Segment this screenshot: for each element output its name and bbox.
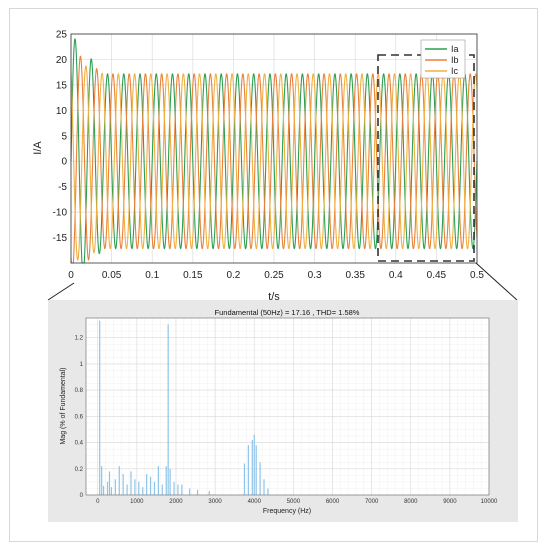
fft-y-tick-label: 1.2: [75, 336, 84, 342]
top-y-tick-label: 0: [61, 157, 67, 168]
top-x-tick-labels: 0 0.05 0.1 0.15 0.2 0.25 0.3 0.35 0.4 0.45 0.5: [68, 270, 484, 281]
fft-y-tick-label: 0.4: [75, 441, 84, 447]
fft-title: Fundamental (50Hz) = 17.16 , THD= 1.58%: [215, 308, 360, 317]
series-line-ia: [70, 38, 478, 264]
top-y-tick-label: 5: [61, 131, 67, 142]
zoom-window-box: [377, 54, 475, 262]
fft-x-tick-label: 8000: [404, 499, 418, 505]
fft-x-axis-label: Frequency (Hz): [263, 508, 311, 515]
top-x-tick-label: 0.35: [345, 270, 365, 281]
fft-y-axis-label: Mag (% of Fundamental): [60, 367, 67, 444]
fft-x-tick-label: 7000: [365, 499, 379, 505]
fft-y-tick-label: 0.2: [75, 467, 84, 473]
top-y-tick-label: 20: [56, 55, 68, 66]
series-line-ib: [70, 55, 478, 264]
fft-plot-area: [85, 317, 490, 496]
top-y-tick-label: 15: [56, 80, 68, 91]
top-y-axis-label: I/A: [32, 141, 44, 155]
figure-frame: [9, 8, 538, 542]
fft-grid: [86, 317, 490, 496]
fft-x-tick-label: 0: [96, 499, 100, 505]
top-x-tick-label: 0.5: [470, 270, 484, 281]
fft-y-tick-label: 0.6: [75, 414, 84, 420]
fft-x-tick-labels: 0 1000 2000 3000 4000 5000 6000 7000 8000 9000 100…: [96, 499, 498, 505]
top-x-tick-label: 0.05: [102, 270, 122, 281]
top-x-tick-label: 0.2: [226, 270, 240, 281]
fft-x-tick-label: 1000: [130, 499, 144, 505]
fft-x-tick-label: 6000: [326, 499, 340, 505]
fft-x-tick-label: 10000: [481, 499, 498, 505]
top-y-tick-label: -15: [53, 233, 68, 244]
fft-x-tick-label: 5000: [287, 499, 301, 505]
top-plot-area: [70, 33, 478, 264]
top-y-tick-label: -10: [53, 208, 68, 219]
legend-label-ia: Ia: [451, 44, 459, 54]
fft-y-tick-labels: 0 0.2 0.4 0.6 0.8 1 1.2: [75, 336, 84, 499]
top-x-tick-label: 0.4: [389, 270, 403, 281]
legend-label-ic: Ic: [451, 66, 459, 76]
top-y-tick-label: -5: [58, 182, 67, 193]
fft-y-tick-label: 1: [80, 362, 84, 368]
top-x-tick-label: 0: [68, 270, 74, 281]
legend-label-ib: Ib: [451, 55, 459, 65]
top-y-tick-label: 10: [56, 106, 68, 117]
top-x-tick-label: 0.25: [264, 270, 284, 281]
top-series-lines: [70, 38, 478, 264]
top-y-tick-label: 25: [56, 30, 68, 41]
fft-x-tick-label: 2000: [169, 499, 183, 505]
top-x-tick-label: 0.45: [427, 270, 447, 281]
fft-y-tick-label: 0.8: [75, 388, 84, 394]
fft-x-tick-label: 4000: [248, 499, 262, 505]
series-line-ic: [70, 65, 478, 261]
zoom-connector-right: [475, 262, 518, 301]
top-x-tick-label: 0.15: [183, 270, 203, 281]
zoom-connector-left: [47, 282, 75, 301]
fft-bars: [99, 320, 269, 495]
fft-x-tick-label: 3000: [208, 499, 222, 505]
top-x-tick-label: 0.1: [145, 270, 159, 281]
fft-y-tick-label: 0: [80, 493, 84, 499]
top-y-tick-labels: -15 -10 -5 0 5 10 15 20 25: [53, 30, 68, 245]
fft-x-tick-label: 9000: [443, 499, 457, 505]
fft-plot-area-fill: [86, 318, 489, 495]
top-x-tick-label: 0.3: [308, 270, 322, 281]
